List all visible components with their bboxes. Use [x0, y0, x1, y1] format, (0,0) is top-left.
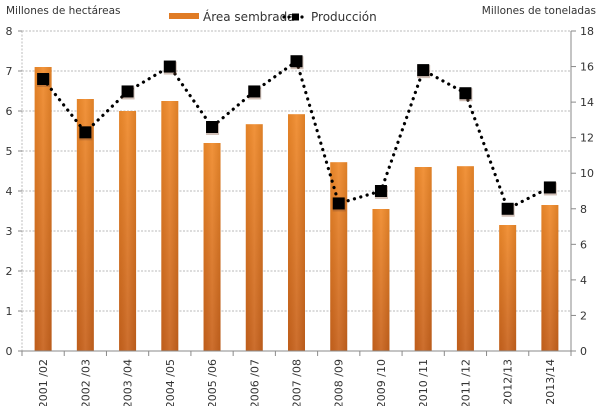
bar-shade	[330, 162, 348, 351]
category-labels: 2001 /02 2002 /03 2003 /04 2004 /05 2005 /06…	[37, 359, 557, 406]
left-tick-label: 8	[6, 25, 13, 38]
category-label: 2001 /02	[37, 359, 50, 406]
production-marker	[79, 126, 92, 139]
bar-shade	[414, 167, 432, 351]
left-tick-label: 3	[6, 225, 13, 238]
bar-shade	[34, 67, 52, 351]
bar-shade	[76, 99, 94, 351]
bar-shade	[499, 225, 517, 351]
legend-label-production: Producción	[311, 10, 377, 24]
left-tick-label: 0	[6, 345, 13, 358]
production-marker	[543, 181, 556, 194]
right-tick-label: 4	[580, 274, 587, 287]
right-tick-label: 14	[580, 96, 594, 109]
legend-label-area: Área sembrada	[203, 9, 295, 24]
left-tick-labels: 0 1 2 3 4 5 6 7 8	[6, 25, 13, 358]
category-label: 2003 /04	[122, 359, 135, 406]
category-label: 2006 /07	[248, 359, 261, 406]
production-marker	[121, 85, 134, 98]
production-marker	[206, 121, 219, 133]
category-label: 2011 /12	[459, 359, 472, 406]
production-marker	[332, 197, 345, 210]
bars	[34, 67, 559, 351]
bar-shade	[456, 166, 474, 351]
axes	[18, 30, 576, 356]
right-axis-title: Millones de toneladas	[482, 5, 596, 17]
legend-swatch-area	[169, 13, 199, 19]
bar-shade	[161, 101, 179, 351]
right-tick-labels: 0 2 4 6 8 10 12 14 16 18	[580, 25, 594, 358]
left-tick-label: 2	[6, 265, 13, 278]
category-label: 2002 /03	[79, 359, 92, 406]
bar-shade	[541, 205, 559, 351]
production-marker	[374, 185, 387, 197]
bar-shade	[119, 111, 137, 351]
right-tick-label: 18	[580, 25, 594, 38]
left-tick-label: 6	[6, 105, 13, 118]
production-marker	[163, 60, 176, 73]
production-marker	[417, 64, 430, 77]
right-tick-label: 12	[580, 132, 594, 145]
right-tick-label: 0	[580, 345, 587, 358]
legend-swatch-production	[282, 13, 304, 21]
bar-shade	[203, 143, 221, 351]
production-marker	[501, 202, 514, 215]
right-tick-label: 2	[580, 309, 587, 322]
left-tick-label: 1	[6, 305, 13, 318]
right-tick-label: 16	[580, 61, 594, 74]
production-marker	[37, 73, 50, 85]
right-tick-label: 10	[580, 167, 594, 180]
category-label: 2010 /11	[417, 359, 430, 406]
production-marker	[290, 55, 303, 68]
bar-shade	[372, 209, 390, 351]
bar-shade	[245, 124, 263, 351]
production-marker	[248, 85, 261, 98]
bar-shade	[288, 114, 305, 351]
right-tick-label: 6	[580, 238, 587, 251]
category-label: 2009 /10	[375, 359, 388, 406]
left-axis-title: Millones de hectáreas	[6, 5, 121, 17]
category-label: 2013/14	[544, 359, 557, 405]
left-tick-label: 5	[6, 145, 13, 158]
legend: Área sembrada Producción	[169, 9, 377, 24]
left-tick-label: 7	[6, 65, 13, 78]
production-line	[37, 55, 557, 217]
category-label: 2012/13	[502, 359, 515, 405]
category-label: 2007 /08	[291, 359, 304, 406]
production-marker	[459, 87, 472, 100]
category-label: 2008 /09	[333, 359, 346, 406]
category-label: 2005 /06	[206, 359, 219, 406]
right-tick-label: 8	[580, 203, 587, 216]
left-tick-label: 4	[6, 185, 13, 198]
category-label: 2004 /05	[164, 359, 177, 406]
